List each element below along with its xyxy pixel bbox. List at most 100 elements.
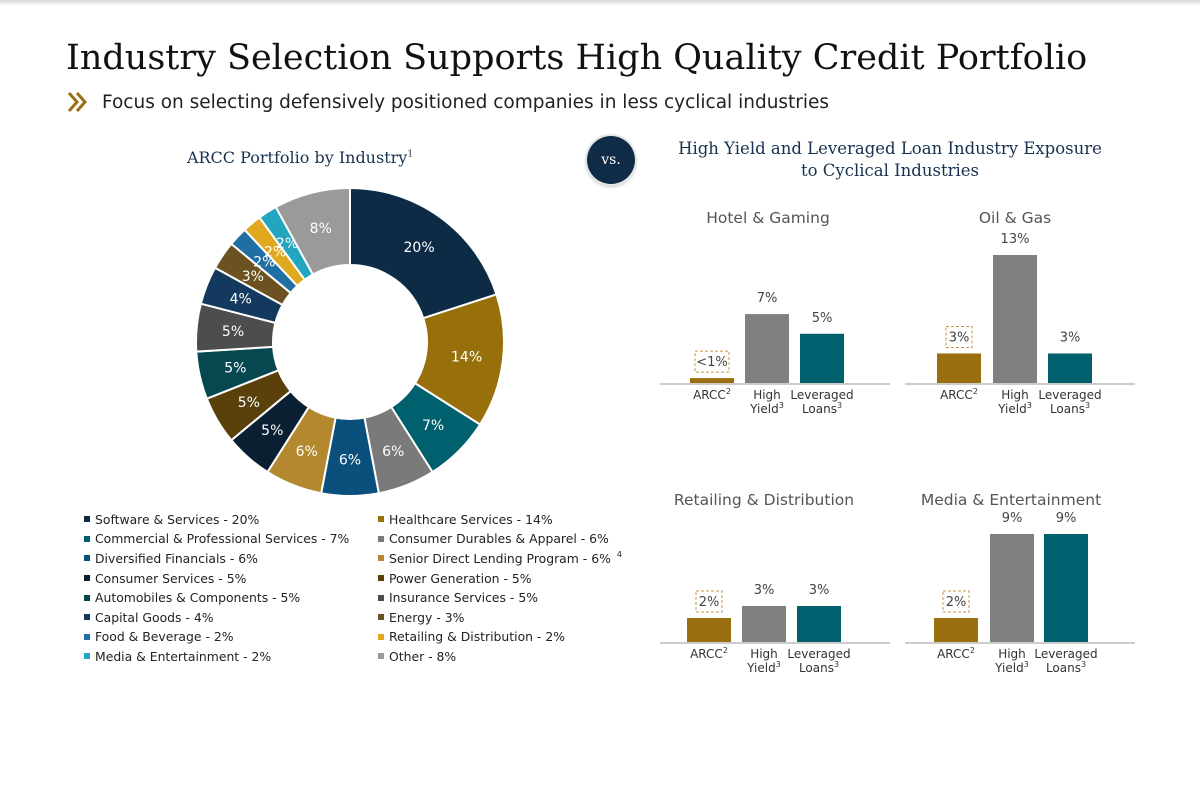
right-chart-title: High Yield and Leveraged Loan Industry E…: [660, 138, 1120, 182]
bar-category-label: Loans3: [799, 660, 839, 675]
bar-category-label: ARCC2: [937, 646, 975, 661]
donut-slice-label: 7%: [422, 418, 444, 434]
left-chart-title: ARCC Portfolio by Industry1: [140, 148, 460, 167]
legend-swatch: [378, 535, 384, 542]
bar-chart-title: Retailing & Distribution: [674, 491, 854, 509]
bar-high-yield: [745, 314, 789, 383]
donut-slice-label: 2%: [264, 244, 286, 260]
bar-value-label: 9%: [1056, 511, 1077, 526]
legend-swatch: [84, 555, 90, 562]
bar-arcc: [687, 618, 731, 642]
bar-high-yield: [742, 606, 786, 642]
bar-category-label: High: [750, 647, 778, 661]
bar-arcc: [937, 353, 981, 383]
retailing-distribution-bar-chart: Retailing & Distribution 2% ARCC2 3% HighYie…: [660, 491, 890, 675]
legend-label: Healthcare Services - 14%: [389, 511, 553, 527]
bar-category-label: High: [753, 388, 781, 402]
media-entertainment-bar-chart: Media & Entertainment 2% ARCC2 9% HighYield3…: [905, 491, 1135, 675]
legend-label: Media & Entertainment - 2%: [95, 648, 272, 664]
top-divider: [0, 0, 1200, 6]
legend-label: Food & Beverage - 2%: [95, 629, 234, 645]
bar-value-label: 3%: [754, 583, 775, 598]
legend-label: Power Generation - 5%: [389, 570, 532, 586]
bar-category-label: Leveraged: [1038, 388, 1101, 402]
legend-label: Other - 8%: [389, 648, 457, 664]
legend-label: Software & Services - 20%: [95, 511, 260, 527]
footnote-marker: 3: [1081, 660, 1086, 669]
footnote-marker: 3: [776, 660, 781, 669]
donut-slice-label: 20%: [404, 240, 435, 256]
donut-slice-label: 2%: [253, 255, 275, 271]
donut-slice-label: 2%: [276, 236, 298, 252]
legend-swatch: [378, 516, 384, 523]
bar-category-label: Yield3: [997, 401, 1032, 416]
bar-category-label: ARCC2: [693, 387, 731, 402]
bar-value-label: 3%: [809, 583, 830, 598]
page-title: Industry Selection Supports High Quality…: [66, 38, 1088, 78]
footnote-marker: 2: [970, 646, 975, 655]
footnote-marker: 2: [726, 387, 731, 396]
double-chevron-right-icon: [67, 92, 88, 112]
donut-slice-other: [274, 186, 351, 276]
bar-category-label: ARCC2: [690, 646, 728, 661]
subtitle-row: Focus on selecting defensively positione…: [66, 88, 829, 116]
right-title-line-2: to Cyclical Industries: [801, 161, 979, 180]
bar-arcc: [690, 378, 734, 383]
bar-category-label: Yield3: [749, 401, 784, 416]
bar-value-label: 2%: [946, 595, 967, 610]
bar-category-label: Loans3: [1046, 660, 1086, 675]
legend-item-food-and-beverage: Food & Beverage - 2%: [84, 629, 378, 646]
footnote-marker: 2: [723, 646, 728, 655]
bar-value-label: 13%: [1001, 232, 1030, 247]
legend-item-healthcare-services: Healthcare Services - 14%: [378, 511, 644, 528]
legend-label: Diversified Financials - 6%: [95, 550, 258, 566]
legend-item-energy: Energy - 3%: [378, 609, 644, 626]
bar-chart-title: Hotel & Gaming: [706, 209, 830, 227]
legend-swatch: [378, 575, 384, 582]
donut-slice-label: 8%: [310, 221, 332, 237]
legend-item-automobiles-and-components: Automobiles & Components - 5%: [84, 589, 378, 606]
legend-item-capital-goods: Capital Goods - 4%: [84, 609, 378, 626]
bar-category-label: Loans3: [802, 401, 842, 416]
legend-swatch: [84, 516, 90, 523]
donut-slice-label: 5%: [238, 395, 260, 411]
footnote-marker: 3: [834, 660, 839, 669]
footnote-marker: 4: [616, 549, 622, 559]
bar-leveraged-loans: [1044, 534, 1088, 642]
legend-label: Energy - 3%: [389, 609, 465, 625]
bar-category-label: Yield3: [746, 660, 781, 675]
legend-item-media-and-entertainment: Media & Entertainment - 2%: [84, 648, 378, 665]
donut-slice-label: 6%: [382, 444, 404, 460]
bar-category-label: Loans3: [1050, 401, 1090, 416]
legend-item-senior-direct-lending-program: Senior Direct Lending Program - 6% 4: [378, 550, 644, 567]
legend-item-retailing-and-distribution: Retailing & Distribution - 2%: [378, 629, 644, 646]
legend-swatch: [84, 575, 90, 582]
page-subtitle: Focus on selecting defensively positione…: [102, 91, 830, 113]
donut-slice-label: 6%: [339, 453, 361, 469]
bar-leveraged-loans: [800, 333, 844, 383]
bar-leveraged-loans: [1048, 353, 1092, 383]
footnote-marker: 3: [1027, 401, 1032, 410]
legend-label: Senior Direct Lending Program - 6%: [389, 550, 611, 566]
left-chart-title-text: ARCC Portfolio by Industry: [186, 148, 408, 167]
arcc-value-callout-box: [945, 325, 973, 348]
legend-item-power-generation: Power Generation - 5%: [378, 570, 644, 587]
legend-item-commercial-and-professional-services: Commercial & Professional Services - 7%: [84, 531, 378, 548]
bar-chart-title: Oil & Gas: [979, 209, 1051, 227]
donut-legend: Software & Services - 20% Healthcare Serv…: [84, 511, 644, 665]
legend-swatch: [84, 653, 90, 660]
bar-value-label: 7%: [757, 291, 778, 306]
donut-slice-label: 5%: [222, 324, 244, 340]
arcc-value-callout-box: [694, 350, 730, 373]
legend-swatch: [84, 535, 90, 542]
vs-badge: vs.: [587, 136, 635, 184]
legend-item-consumer-services: Consumer Services - 5%: [84, 570, 378, 587]
legend-swatch: [378, 633, 384, 640]
industry-donut-chart: 20%14%7%6%6%6%5%5%5%5%4%3%2%2%2%8%: [195, 186, 505, 497]
bar-category-label: ARCC2: [940, 387, 978, 402]
donut-slice-label: 4%: [230, 292, 252, 308]
donut-slice-label: 14%: [451, 350, 482, 366]
legend-label: Retailing & Distribution - 2%: [389, 629, 566, 645]
bar-value-label: 5%: [812, 311, 833, 326]
